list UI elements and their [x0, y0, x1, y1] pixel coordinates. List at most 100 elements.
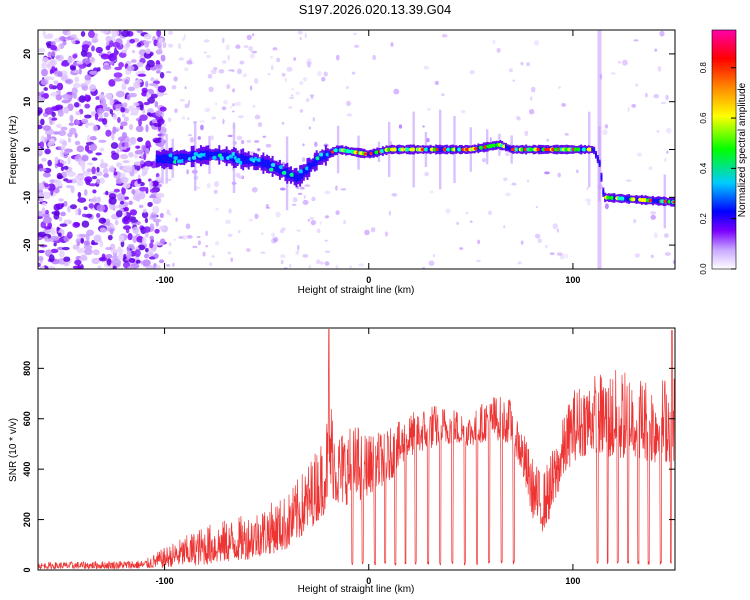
noise-blob [249, 53, 255, 59]
noise-blob [222, 37, 225, 44]
noise-blob [60, 73, 68, 82]
noise-blob [238, 115, 244, 119]
noise-blob [299, 80, 304, 86]
noise-blob [95, 96, 100, 101]
noise-blob [147, 96, 155, 104]
ridge-peak [405, 147, 411, 152]
noise-blob [160, 54, 166, 62]
noise-blob [260, 251, 266, 254]
ridge-core [602, 189, 605, 195]
noise-blob [168, 250, 172, 255]
noise-blob [168, 30, 174, 36]
noise-blob [76, 145, 85, 153]
noise-blob [141, 87, 148, 94]
colorbar-tick-label: 0.2 [699, 213, 708, 225]
noise-blob [236, 135, 243, 141]
noise-blob [144, 147, 150, 155]
noise-blob [132, 226, 139, 234]
ridge-core [255, 157, 258, 167]
noise-blob [517, 261, 522, 265]
noise-blob [118, 62, 124, 68]
ridge-core [187, 154, 190, 160]
noise-blob [47, 141, 52, 148]
noise-blob [157, 118, 165, 125]
noise-blob [142, 109, 146, 114]
noise-blob [666, 127, 672, 134]
ridge-core [504, 145, 507, 150]
noise-blob [92, 124, 99, 132]
ridge-peak [410, 147, 416, 152]
noise-blob [533, 39, 540, 46]
noise-blob [96, 166, 100, 173]
noise-blob [626, 179, 632, 182]
noise-blob [113, 77, 123, 82]
noise-blob [47, 51, 52, 58]
noise-blob [86, 168, 92, 173]
noise-blob [74, 132, 78, 139]
noise-blob [303, 194, 306, 199]
noise-blob [129, 209, 138, 216]
ridge-core [216, 151, 219, 158]
noise-blob [270, 64, 274, 71]
noise-blob [306, 58, 312, 62]
noise-blob [60, 149, 64, 157]
noise-blob [139, 191, 146, 200]
ridge-core [260, 158, 263, 167]
noise-blob [133, 102, 140, 107]
ridge-core [319, 154, 322, 162]
noise-blob [289, 263, 292, 268]
noise-blob [248, 45, 254, 52]
noise-blob [273, 236, 279, 243]
noise-blob [143, 226, 151, 233]
ridge-core [438, 147, 441, 152]
noise-blob [100, 53, 110, 60]
ridge-core [256, 158, 259, 167]
noise-blob [208, 86, 214, 93]
noise-blob [254, 140, 260, 143]
noise-blob [108, 196, 117, 205]
page-title: S197.2026.020.13.39.G04 [298, 2, 452, 17]
noise-blob [120, 176, 129, 184]
ridge-peak [576, 147, 582, 152]
noise-blob [163, 123, 166, 128]
noise-blob [84, 103, 91, 109]
noise-blob [556, 252, 563, 256]
noise-blob [152, 205, 160, 214]
ridge-core [210, 152, 213, 158]
y-tick-label: 400 [22, 462, 32, 477]
streak [597, 30, 602, 269]
noise-blob [188, 134, 193, 137]
noise-blob [155, 49, 163, 55]
noise-blob [143, 152, 147, 161]
noise-blob [61, 161, 67, 165]
noise-blob [213, 189, 218, 194]
noise-blob [105, 35, 112, 42]
ridge-core [181, 153, 184, 162]
noise-blob [109, 165, 115, 173]
noise-blob [112, 41, 121, 48]
noise-blob [41, 68, 48, 77]
noise-blob [38, 147, 42, 155]
noise-blob [77, 191, 82, 199]
noise-blob [557, 172, 561, 178]
noise-blob [60, 211, 66, 217]
ridge-core [155, 154, 158, 164]
noise-blob [301, 157, 306, 163]
noise-blob [173, 238, 176, 241]
colorbar-tick-label: 0.0 [699, 263, 708, 275]
noise-blob [154, 64, 161, 69]
noise-blob [172, 262, 175, 267]
noise-blob [145, 48, 151, 54]
noise-blob [67, 157, 71, 165]
noise-blob [136, 235, 144, 243]
noise-blob [63, 200, 68, 207]
colorbar-ticks: 0.0 0.2 0.4 0.6 0.8 [699, 62, 736, 275]
ridge-peak [268, 167, 274, 172]
noise-blob [249, 85, 253, 91]
ridge-core [168, 153, 171, 164]
noise-blob [129, 38, 135, 44]
noise-blob [55, 104, 64, 110]
noise-blob [86, 162, 94, 166]
ridge-peak [191, 155, 197, 160]
